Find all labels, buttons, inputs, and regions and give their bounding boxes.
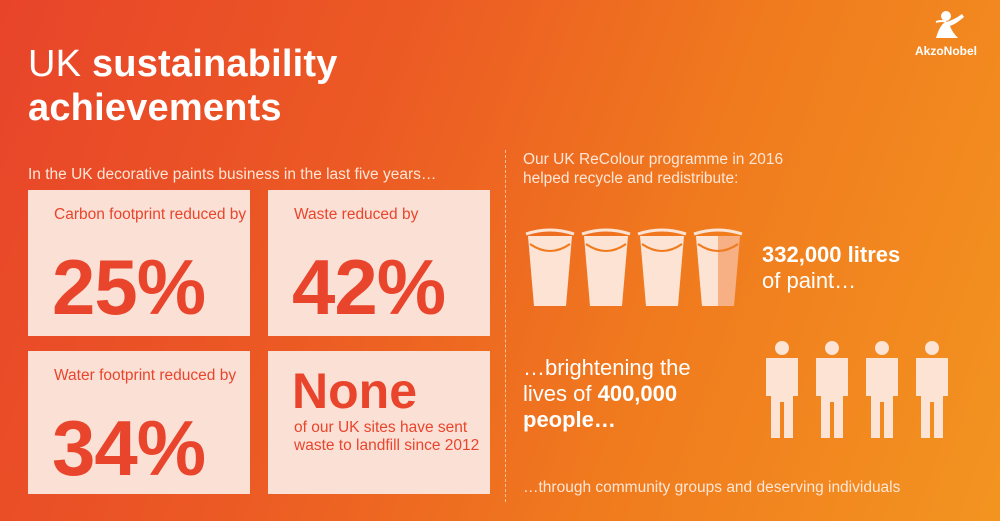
litres-stat: 332,000 litres of paint… bbox=[762, 242, 900, 294]
title-bold-1: sustainability bbox=[91, 43, 338, 85]
people-value: 400,000 bbox=[597, 381, 678, 406]
bucket-icon bbox=[637, 228, 687, 306]
stat-card-water: Water footprint reduced by 34% bbox=[28, 351, 250, 494]
stat-label: Carbon footprint reduced by bbox=[54, 206, 247, 223]
litres-suffix: of paint… bbox=[762, 268, 857, 293]
stat-value: 42% bbox=[292, 243, 446, 331]
bright-line-2: lives of bbox=[523, 381, 598, 406]
stat-value: 34% bbox=[52, 404, 206, 492]
stat-label: Water footprint reduced by bbox=[54, 367, 237, 384]
stat-label: Waste reduced by bbox=[294, 206, 419, 223]
logo-figure-icon bbox=[935, 11, 964, 38]
litres-value: 332,000 litres bbox=[762, 242, 901, 267]
akzonobel-logo: AkzoNobel bbox=[906, 8, 986, 64]
stat-card-landfill: None of our UK sites have sent waste to … bbox=[268, 351, 490, 494]
stat-label: of our UK sites have sent waste to landf… bbox=[294, 419, 480, 454]
bucket-partial-icon bbox=[693, 228, 743, 306]
stat-value: None bbox=[292, 363, 417, 419]
title-light: UK bbox=[28, 43, 82, 85]
person-icon bbox=[866, 341, 898, 438]
person-icon bbox=[766, 341, 798, 438]
bright-line-1: …brightening the bbox=[523, 355, 691, 380]
bright-line-3: people… bbox=[523, 407, 616, 432]
buckets-group bbox=[525, 228, 743, 306]
bucket-icon bbox=[581, 228, 631, 306]
stat-value: 25% bbox=[52, 243, 206, 331]
left-intro: In the UK decorative paints business in … bbox=[28, 166, 437, 183]
title-bold-2: achievements bbox=[28, 87, 282, 129]
dashed-divider bbox=[505, 150, 506, 502]
footer-note: …through community groups and deserving … bbox=[523, 479, 901, 496]
recolour-intro: Our UK ReColour programme in 2016 helped… bbox=[523, 151, 784, 187]
people-group bbox=[766, 341, 948, 438]
logo-text: AkzoNobel bbox=[914, 44, 977, 58]
person-icon bbox=[916, 341, 948, 438]
person-icon bbox=[816, 341, 848, 438]
page-title: UK sustainability achievements bbox=[28, 42, 338, 130]
people-stat: …brightening the lives of 400,000 people… bbox=[523, 355, 763, 433]
stat-card-waste: Waste reduced by 42% bbox=[268, 190, 490, 336]
bucket-icon bbox=[525, 228, 575, 306]
stat-card-carbon: Carbon footprint reduced by 25% bbox=[28, 190, 250, 336]
